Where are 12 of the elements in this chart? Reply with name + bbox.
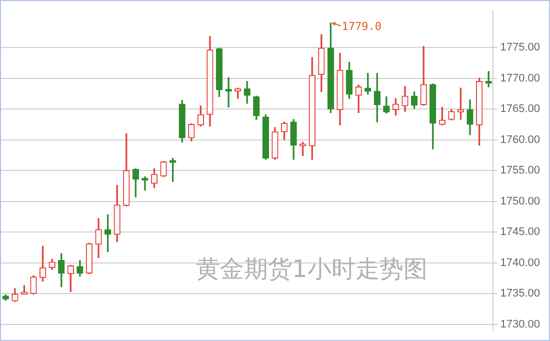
y-tick-label: 1755.00 (500, 164, 540, 177)
text: 黄金期货1小时走势图 (196, 254, 428, 285)
y-tick-label: 1765.00 (500, 103, 540, 116)
y-tick-label: 1750.00 (500, 195, 540, 208)
y-tick-label: 1775.00 (500, 42, 540, 54)
y-tick-label: 1740.00 (500, 256, 540, 269)
y-tick-label: 1760.00 (500, 134, 540, 146)
y-tick-label: 1770.00 (500, 72, 540, 84)
y-tick-label: 1735.00 (500, 288, 540, 300)
y-tick-label: 1730.00 (500, 318, 540, 330)
annotation: 1779.0 (342, 20, 382, 33)
y-tick-label: 1745.00 (500, 226, 540, 238)
